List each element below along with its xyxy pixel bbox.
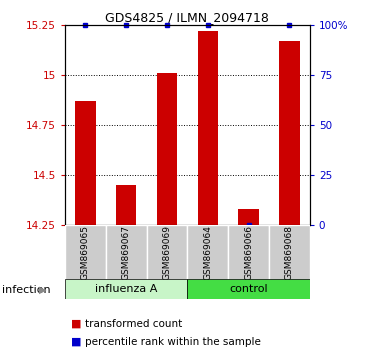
Bar bbox=[65, 225, 106, 280]
Text: GSM869068: GSM869068 bbox=[285, 225, 294, 280]
Text: GSM869064: GSM869064 bbox=[203, 225, 212, 280]
Text: transformed count: transformed count bbox=[85, 319, 183, 329]
Bar bbox=[157, 73, 177, 225]
Bar bbox=[147, 225, 187, 280]
Bar bbox=[106, 225, 147, 280]
Bar bbox=[197, 31, 218, 225]
Bar bbox=[187, 279, 310, 299]
Bar bbox=[228, 225, 269, 280]
Text: ▶: ▶ bbox=[39, 285, 46, 295]
Text: GSM869069: GSM869069 bbox=[162, 225, 171, 280]
Bar bbox=[116, 185, 136, 225]
Bar bbox=[279, 41, 299, 225]
Title: GDS4825 / ILMN_2094718: GDS4825 / ILMN_2094718 bbox=[105, 11, 269, 24]
Text: percentile rank within the sample: percentile rank within the sample bbox=[85, 337, 261, 347]
Text: GSM869067: GSM869067 bbox=[122, 225, 131, 280]
Bar bbox=[269, 225, 310, 280]
Text: control: control bbox=[229, 284, 268, 294]
Bar bbox=[187, 225, 228, 280]
Bar bbox=[65, 279, 187, 299]
Bar bbox=[75, 101, 95, 225]
Text: GSM869066: GSM869066 bbox=[244, 225, 253, 280]
Text: infection: infection bbox=[2, 285, 50, 295]
Text: GSM869065: GSM869065 bbox=[81, 225, 90, 280]
Text: ■: ■ bbox=[70, 319, 81, 329]
Bar bbox=[238, 209, 259, 225]
Text: influenza A: influenza A bbox=[95, 284, 157, 294]
Text: ■: ■ bbox=[70, 337, 81, 347]
